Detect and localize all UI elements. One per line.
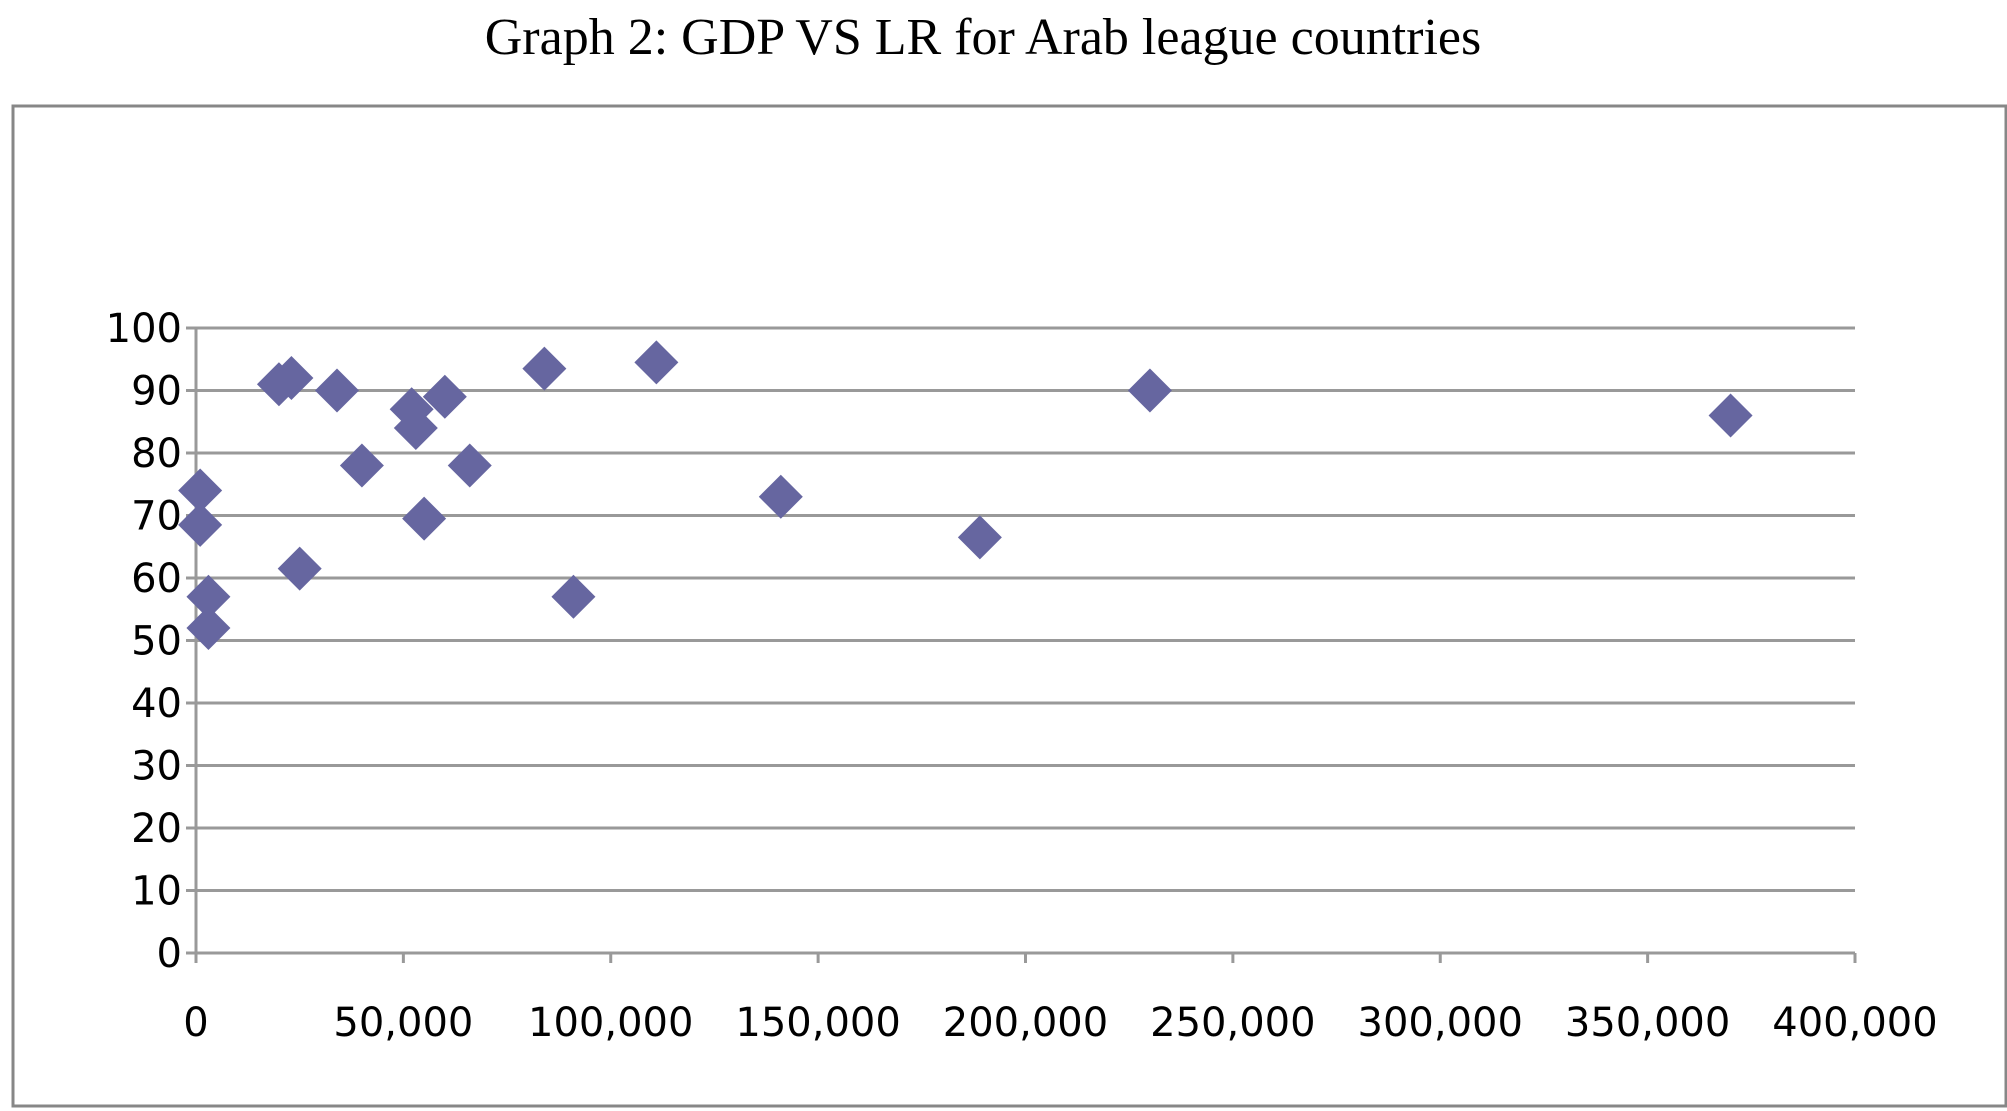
y-tick-label: 50 — [131, 619, 182, 665]
data-points — [178, 340, 1753, 650]
y-tick-label: 0 — [157, 931, 182, 977]
x-tick-label: 400,000 — [1772, 1000, 1937, 1046]
data-point-17 — [758, 474, 803, 519]
data-point-5 — [269, 356, 314, 400]
x-tick-label: 350,000 — [1565, 1000, 1730, 1046]
data-point-0 — [178, 468, 223, 513]
x-tick-label: 200,000 — [943, 1000, 1108, 1046]
x-axis-tick-labels: 0 50,000 100,000 150,000 200,000 250,000 300,0… — [183, 1000, 1937, 1046]
data-point-11 — [402, 496, 447, 541]
x-tick-label: 0 — [183, 1000, 208, 1046]
y-tick-label: 60 — [131, 556, 182, 602]
axes — [186, 326, 1857, 963]
y-tick-label: 40 — [131, 681, 182, 727]
data-point-3 — [186, 606, 231, 650]
data-point-10 — [393, 406, 438, 450]
y-axis-tick-labels: 0 10 20 30 40 50 60 70 80 90 100 — [106, 306, 182, 977]
y-tick-label: 90 — [131, 369, 182, 415]
data-point-1 — [178, 502, 223, 547]
x-tick-label: 300,000 — [1358, 1000, 1523, 1046]
x-tick-label: 100,000 — [528, 1000, 693, 1046]
y-tick-label: 20 — [131, 806, 182, 852]
data-point-7 — [315, 368, 360, 413]
data-point-19 — [1127, 368, 1172, 413]
data-point-13 — [447, 443, 492, 488]
y-tick-label: 80 — [131, 431, 182, 477]
y-tick-label: 100 — [106, 306, 182, 352]
data-point-12 — [422, 374, 467, 419]
data-point-18 — [957, 515, 1002, 560]
x-tick-label: 250,000 — [1150, 1000, 1315, 1046]
data-point-6 — [277, 546, 322, 591]
x-tick-label: 150,000 — [735, 1000, 900, 1046]
data-point-2 — [186, 574, 231, 619]
x-tick-label: 50,000 — [333, 1000, 473, 1046]
y-tick-label: 10 — [131, 869, 182, 915]
data-point-8 — [339, 443, 384, 488]
y-tick-label: 70 — [131, 494, 182, 540]
data-point-14 — [522, 346, 567, 391]
chart-border — [11, 104, 2007, 1108]
y-tick-label: 30 — [131, 744, 182, 790]
data-point-16 — [634, 340, 679, 385]
chart-title: Graph 2: GDP VS LR for Arab league count… — [484, 9, 1482, 66]
data-point-20 — [1708, 393, 1753, 438]
data-point-15 — [551, 574, 596, 619]
